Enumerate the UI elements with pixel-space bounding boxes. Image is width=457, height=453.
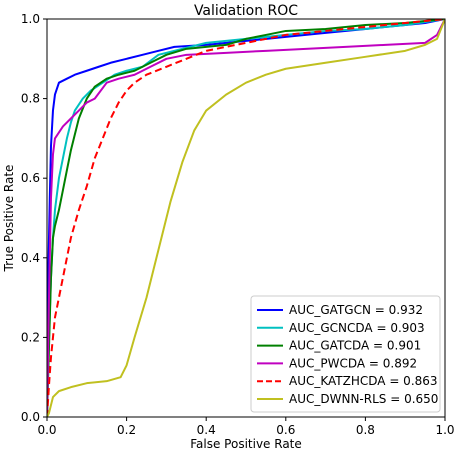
- x-axis-ticks: 0.0 0.2 0.4 0.6 0.8 1.0: [37, 417, 455, 437]
- x-tick-label: 1.0: [435, 423, 454, 437]
- y-axis-title: True Positive Rate: [2, 165, 16, 273]
- x-tick-label: 0.6: [276, 423, 295, 437]
- roc-curve-1: [47, 19, 445, 417]
- y-tick-label: 0.4: [21, 251, 40, 265]
- x-axis-title: False Positive Rate: [190, 437, 302, 451]
- roc-curve-3: [47, 19, 445, 417]
- legend-entry: AUC_KATZHCDA = 0.863: [289, 374, 438, 388]
- legend-entry: AUC_DWNN-RLS = 0.650: [289, 392, 438, 406]
- x-tick-label: 0.8: [356, 423, 375, 437]
- plot-frame: [46, 18, 446, 418]
- legend-entry: AUC_GATCDA = 0.901: [289, 339, 421, 353]
- legend-entry: AUC_GCNCDA = 0.903: [289, 321, 425, 335]
- legend-entry: AUC_GATGCN = 0.932: [289, 303, 423, 317]
- x-tick-label: 0.2: [117, 423, 136, 437]
- y-tick-label: 0.6: [21, 171, 40, 185]
- roc-curve-4: [47, 19, 445, 417]
- y-tick-label: 0.2: [21, 330, 40, 344]
- roc-curves: [47, 19, 445, 417]
- roc-curve-6: [47, 19, 445, 417]
- roc-curve-5: [47, 19, 445, 417]
- chart-title: Validation ROC: [194, 3, 298, 19]
- x-tick-label: 0.0: [37, 423, 56, 437]
- x-tick-label: 0.4: [197, 423, 216, 437]
- y-tick-label: 0.8: [21, 92, 40, 106]
- legend-box: [250, 295, 441, 413]
- y-axis-ticks: 0.0 0.2 0.4 0.6 0.8 1.0: [21, 12, 47, 424]
- y-tick-label: 1.0: [21, 12, 40, 26]
- legend: AUC_GATGCN = 0.932 AUC_GCNCDA = 0.903 AUC_…: [250, 295, 441, 413]
- y-tick-label: 0.0: [21, 410, 40, 424]
- legend-entry: AUC_PWCDA = 0.892: [289, 356, 417, 370]
